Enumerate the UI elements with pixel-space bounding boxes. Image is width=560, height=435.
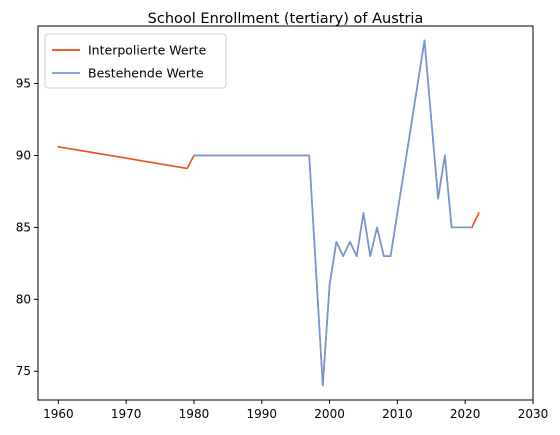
x-tick-label: 2000 [314, 407, 345, 421]
y-axis: 75 80 85 90 95 [16, 77, 38, 378]
legend-box [44, 33, 227, 89]
series-layer [57, 39, 480, 387]
plot-area-frame [37, 25, 534, 401]
x-tick-label: 1970 [111, 407, 142, 421]
y-tick-label: 95 [16, 77, 31, 91]
y-tick-label: 75 [16, 364, 31, 378]
y-tick-label: 85 [16, 220, 31, 234]
x-tick-label: 2030 [518, 407, 549, 421]
x-tick-label: 1960 [43, 407, 74, 421]
legend: Interpolierte Werte Bestehende Werte [44, 33, 227, 89]
legend-label-1: Bestehende Werte [88, 66, 204, 81]
legend-label-0: Interpolierte Werte [88, 43, 207, 58]
x-tick-label: 1990 [246, 407, 277, 421]
x-tick-label: 1980 [179, 407, 210, 421]
chart-title: School Enrollment (tertiary) of Austria [148, 11, 424, 27]
x-tick-label: 2020 [450, 407, 481, 421]
x-tick-label: 2010 [382, 407, 413, 421]
x-axis: 1960 1970 1980 1990 2000 2010 2020 2030 [43, 400, 548, 421]
y-tick-label: 90 [16, 148, 31, 162]
y-tick-label: 80 [16, 292, 31, 306]
series-line-1 [193, 39, 473, 387]
